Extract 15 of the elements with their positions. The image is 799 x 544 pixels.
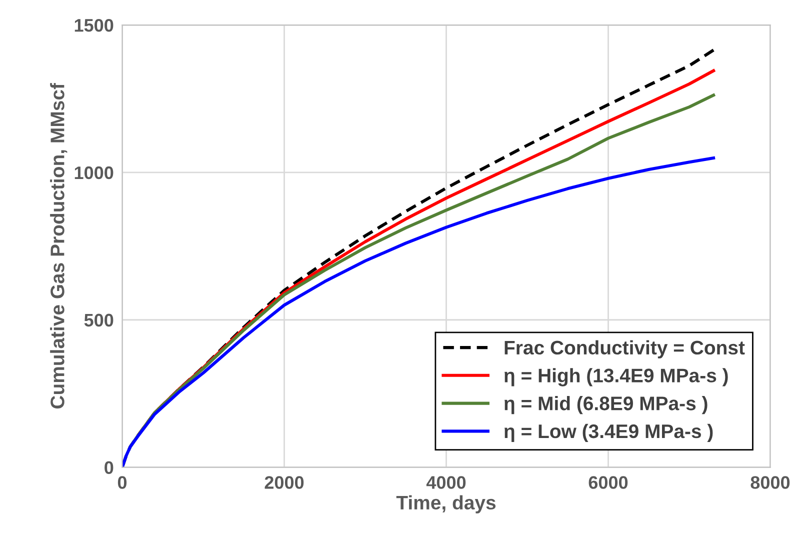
y-tick-label: 1500 <box>74 18 114 32</box>
legend-label: η = Mid (6.8E9 MPa-s ) <box>504 396 708 414</box>
legend-label: Frac Conductivity = Const <box>504 340 745 358</box>
x-tick-label: 0 <box>118 476 127 489</box>
x-tick-label: 6000 <box>588 476 628 489</box>
x-tick-label: 2000 <box>264 476 304 489</box>
y-tick-label: 1000 <box>74 166 114 180</box>
y-tick-label: 500 <box>84 314 114 327</box>
y-axis-title: Cumulative Gas Production, MMscf <box>50 82 68 408</box>
legend-label: η = Low (3.4E9 MPa-s ) <box>504 424 713 442</box>
x-axis-title: Time, days <box>396 495 496 514</box>
legend-label: η = High (13.4E9 MPa-s ) <box>504 368 728 386</box>
y-tick-label: 0 <box>104 461 114 474</box>
x-tick-label: 4000 <box>426 476 466 489</box>
x-tick-label: 8000 <box>750 476 790 489</box>
